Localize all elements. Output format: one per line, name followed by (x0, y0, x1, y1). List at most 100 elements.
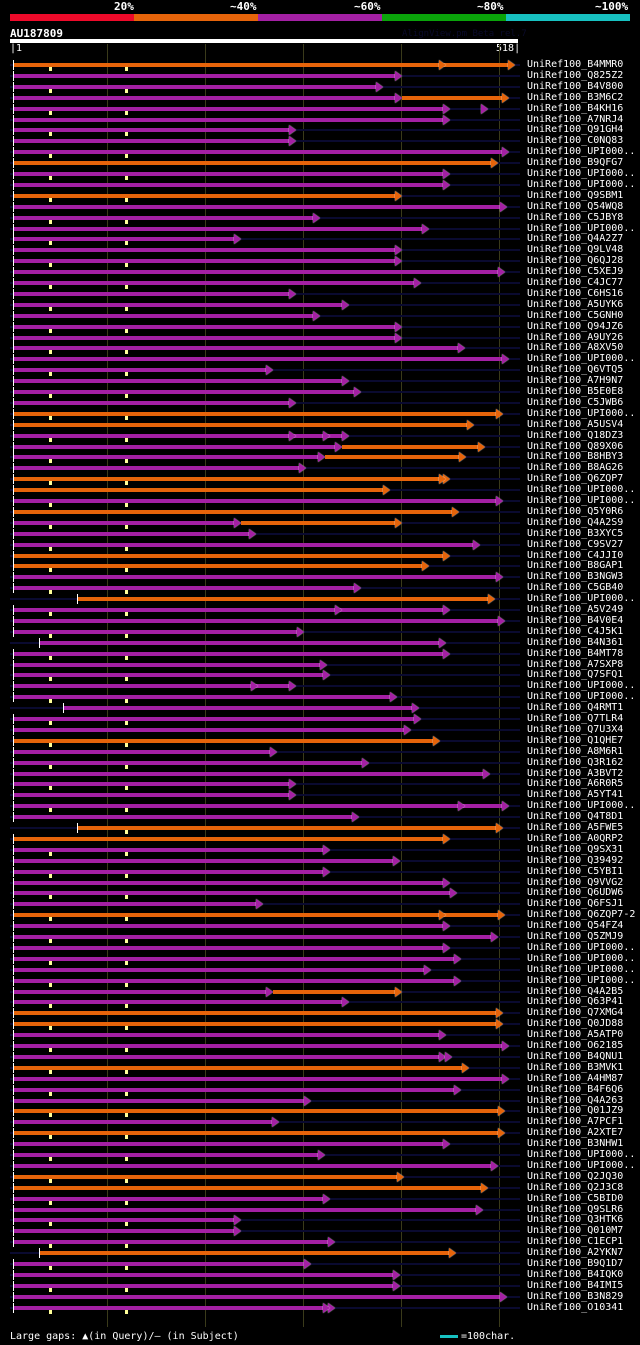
hit-row[interactable]: UniRef100_UPI000.. (0, 223, 640, 235)
hit-row[interactable]: UniRef100_Q4T8D1 (0, 811, 640, 823)
hit-row[interactable]: UniRef100_Q9VVG2 (0, 877, 640, 889)
hit-row[interactable]: UniRef100_C9SV27 (0, 538, 640, 551)
hit-segment[interactable] (13, 858, 393, 863)
hit-name-link[interactable]: UniRef100_Q54FZ4 (527, 920, 624, 932)
hit-row[interactable]: UniRef100_Q2JQ30 (0, 1170, 640, 1183)
hit-segment[interactable] (13, 281, 414, 285)
hit-name-link[interactable]: UniRef100_Q825Z2 (527, 69, 624, 81)
hit-row[interactable]: UniRef100_Q6ZQP7-2 (0, 909, 640, 922)
hit-row[interactable]: UniRef100_UPI000.. (0, 495, 640, 507)
hit-name-link[interactable]: UniRef100_Q89X06 (527, 440, 624, 452)
hit-name-link[interactable]: UniRef100_B8GAP1 (527, 560, 624, 572)
hit-segment[interactable] (13, 477, 443, 482)
hit-name-link[interactable]: UniRef100_B3XYC5 (527, 527, 624, 539)
hit-name-link[interactable]: UniRef100_Q01JZ9 (527, 1105, 624, 1117)
hit-segment[interactable] (13, 1153, 319, 1157)
hit-row[interactable]: UniRef100_Q9LV48 (0, 244, 640, 256)
hit-segment[interactable] (13, 248, 395, 253)
hit-row[interactable]: UniRef100_Q6ZQP7 (0, 473, 640, 486)
hit-segment[interactable] (13, 422, 467, 427)
hit-name-link[interactable]: UniRef100_UPI000.. (527, 178, 636, 190)
hit-segment[interactable] (13, 455, 319, 460)
hit-row[interactable]: UniRef100_A2YKN7 (0, 1247, 640, 1259)
hit-name-link[interactable]: UniRef100_UPI000.. (527, 800, 636, 812)
hit-row[interactable]: UniRef100_B4V800 (0, 81, 640, 93)
hit-segment[interactable] (13, 804, 503, 809)
hit-name-link[interactable]: UniRef100_Q6VTQ5 (527, 364, 624, 376)
hit-name-link[interactable]: UniRef100_C9SV27 (527, 538, 624, 550)
hit-segment[interactable] (13, 324, 395, 329)
hit-segment[interactable] (13, 1218, 234, 1223)
hit-name-link[interactable]: UniRef100_B3MVK1 (527, 1061, 624, 1073)
hit-segment[interactable] (13, 1076, 503, 1081)
hit-name-link[interactable]: UniRef100_Q6FSJ1 (527, 898, 624, 910)
hit-name-link[interactable]: UniRef100_A5USV4 (527, 418, 624, 430)
hit-name-link[interactable]: UniRef100_Q4A2B5 (527, 985, 624, 997)
hit-name-link[interactable]: UniRef100_B4V0E4 (527, 614, 624, 626)
hit-row[interactable]: UniRef100_Q3R162 (0, 757, 640, 769)
hit-row[interactable]: UniRef100_Q4A2B5 (0, 985, 640, 998)
hit-segment[interactable] (13, 782, 290, 787)
hit-name-link[interactable]: UniRef100_Q5ZMJ9 (527, 931, 624, 942)
hit-segment[interactable] (13, 608, 443, 612)
hit-row[interactable]: UniRef100_B3NGW3 (0, 571, 640, 583)
hit-segment[interactable] (13, 1174, 397, 1179)
hit-name-link[interactable]: UniRef100_Q63P41 (527, 996, 624, 1008)
hit-segment[interactable] (13, 1098, 304, 1103)
hit-name-link[interactable]: UniRef100_UPI000.. (527, 963, 636, 975)
hit-segment[interactable] (13, 913, 499, 918)
hit-name-link[interactable]: UniRef100_B4MMR0 (527, 59, 624, 70)
hit-row[interactable]: UniRef100_A8XV50 (0, 342, 640, 355)
hit-name-link[interactable]: UniRef100_B4IQK0 (527, 1268, 624, 1280)
hit-segment[interactable] (63, 706, 413, 711)
hit-name-link[interactable]: UniRef100_A3BVT2 (527, 767, 624, 779)
hit-segment[interactable] (13, 172, 443, 176)
hit-name-link[interactable]: UniRef100_B3NGW3 (527, 571, 624, 583)
hit-segment[interactable] (13, 717, 414, 721)
hit-row[interactable]: UniRef100_B4IMI5 (0, 1280, 640, 1292)
hit-name-link[interactable]: UniRef100_Q2JQ30 (527, 1170, 624, 1182)
hit-name-link[interactable]: UniRef100_UPI000.. (527, 168, 636, 179)
hit-row[interactable]: UniRef100_Q6UDW6 (0, 887, 640, 900)
hit-segment[interactable] (78, 597, 488, 602)
hit-segment[interactable] (13, 629, 297, 634)
hit-row[interactable]: UniRef100_Q54WQ8 (0, 201, 640, 213)
hit-name-link[interactable]: UniRef100_UPI000.. (527, 495, 636, 506)
hit-name-link[interactable]: UniRef100_B8HBY3 (527, 451, 624, 463)
hit-row[interactable]: UniRef100_Q4A263 (0, 1095, 640, 1107)
hit-name-link[interactable]: UniRef100_A7H9N7 (527, 375, 624, 387)
hit-segment[interactable] (13, 1087, 455, 1092)
hit-row[interactable]: UniRef100_UPI000.. (0, 408, 640, 420)
hit-segment[interactable] (13, 182, 443, 187)
hit-name-link[interactable]: UniRef100_C4JJI0 (527, 549, 624, 561)
hit-name-link[interactable]: UniRef100_A8M6R1 (527, 745, 624, 757)
hit-segment[interactable] (13, 193, 395, 198)
hit-name-link[interactable]: UniRef100_Q5Y0R6 (527, 505, 624, 517)
hit-row[interactable]: UniRef100_B5E0E8 (0, 386, 640, 398)
hit-row[interactable]: UniRef100_O62185 (0, 1040, 640, 1052)
hit-segment[interactable] (401, 95, 503, 100)
hit-segment[interactable] (13, 95, 395, 100)
hit-row[interactable]: UniRef100_Q6QJ28 (0, 255, 640, 268)
hit-segment[interactable] (13, 771, 484, 776)
hit-row[interactable]: UniRef100_UPI000.. (0, 1160, 640, 1172)
hit-row[interactable]: UniRef100_A9UY26 (0, 332, 640, 344)
hit-name-link[interactable]: UniRef100_C0NQ83 (527, 135, 624, 147)
hit-segment[interactable] (13, 651, 443, 656)
hit-row[interactable]: UniRef100_A0QRP2 (0, 833, 640, 845)
hit-row[interactable]: UniRef100_UPI000.. (0, 593, 640, 605)
hit-segment[interactable] (13, 673, 323, 678)
hit-segment[interactable] (240, 520, 395, 525)
hit-segment[interactable] (13, 499, 496, 503)
hit-segment[interactable] (13, 1022, 496, 1027)
hit-row[interactable]: UniRef100_B4QNU1 (0, 1051, 640, 1063)
hit-name-link[interactable]: UniRef100_B9Q1D7 (527, 1258, 624, 1269)
hit-name-link[interactable]: UniRef100_Q91GH4 (527, 124, 624, 136)
hit-name-link[interactable]: UniRef100_B4MT78 (527, 647, 624, 659)
hit-segment[interactable] (13, 695, 390, 700)
hit-row[interactable]: UniRef100_Q1QHE7 (0, 735, 640, 747)
hit-row[interactable]: UniRef100_C5BID0 (0, 1193, 640, 1205)
hit-row[interactable]: UniRef100_Q5Y0R6 (0, 505, 640, 518)
hit-segment[interactable] (13, 215, 314, 220)
hit-row[interactable]: UniRef100_Q7U3X4 (0, 724, 640, 736)
